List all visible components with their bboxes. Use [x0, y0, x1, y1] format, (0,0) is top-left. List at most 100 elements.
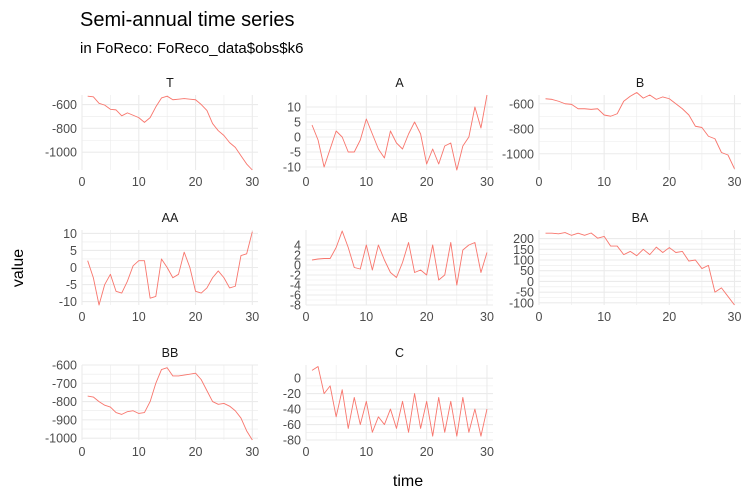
y-tick-label: 10 — [63, 227, 77, 241]
y-axis-title: value — [10, 249, 27, 287]
x-tick-label: 20 — [189, 445, 203, 459]
y-tick-label: 0 — [294, 259, 301, 273]
x-tick-label: 20 — [420, 445, 434, 459]
y-tick-label: 50 — [520, 264, 534, 278]
series-line-ab — [311, 230, 488, 286]
y-tick-label: -700 — [52, 377, 77, 391]
x-tick-label: 30 — [480, 175, 494, 189]
y-tick-label: -600 — [52, 98, 77, 112]
series-line-ba — [545, 232, 735, 306]
x-tick-label: 0 — [303, 310, 310, 324]
chart-subtitle: in FoReco: FoReco_data$obs$k6 — [80, 40, 303, 57]
x-tick-label: 0 — [536, 175, 543, 189]
chart-title: Semi-annual time series — [80, 9, 295, 31]
x-tick-label: 10 — [597, 310, 611, 324]
y-tick-label: -10 — [59, 295, 77, 309]
x-tick-label: 20 — [189, 175, 203, 189]
x-tick-label: 0 — [79, 310, 86, 324]
y-tick-label: -8 — [290, 299, 301, 313]
x-tick-label: 10 — [132, 445, 146, 459]
y-tick-label: -60 — [283, 418, 301, 432]
x-tick-label: 20 — [662, 310, 676, 324]
y-tick-label: -20 — [283, 387, 301, 401]
panel-title-b: B — [636, 76, 644, 90]
y-tick-label: -5 — [66, 278, 77, 292]
y-tick-label: -900 — [52, 413, 77, 427]
x-tick-label: 20 — [189, 310, 203, 324]
y-tick-label: -4 — [290, 279, 301, 293]
x-tick-label: 30 — [480, 445, 494, 459]
y-tick-label: -800 — [509, 122, 534, 136]
y-tick-label: -10 — [283, 161, 301, 175]
x-tick-label: 0 — [79, 445, 86, 459]
series-line-c — [311, 366, 488, 437]
y-tick-label: -2 — [290, 269, 301, 283]
x-tick-label: 30 — [480, 310, 494, 324]
series-line-bb — [87, 367, 253, 441]
x-tick-label: 10 — [359, 175, 373, 189]
y-tick-label: -80 — [283, 434, 301, 448]
y-tick-label: 0 — [70, 261, 77, 275]
panel-b: B 0 10 20 30 -600 -800 -1000 — [502, 76, 741, 189]
x-tick-label: 10 — [132, 310, 146, 324]
x-tick-label: 30 — [728, 310, 742, 324]
y-tick-label: 0 — [294, 131, 301, 145]
x-tick-label: 20 — [662, 175, 676, 189]
x-tick-label: 0 — [536, 310, 543, 324]
panel-title-c: C — [395, 346, 404, 360]
series-line-b — [545, 92, 735, 169]
y-tick-label: -100 — [509, 296, 534, 310]
panel-title-a: A — [395, 76, 404, 90]
x-tick-label: 0 — [79, 175, 86, 189]
x-tick-label: 10 — [597, 175, 611, 189]
y-tick-label: -600 — [52, 359, 77, 373]
y-tick-label: -40 — [283, 403, 301, 417]
y-tick-label: -1000 — [45, 146, 77, 160]
y-tick-label: 5 — [70, 244, 77, 258]
series-line-aa — [87, 231, 253, 306]
x-tick-label: 30 — [245, 445, 259, 459]
panel-aa: AA 0 10 20 30 10 5 0 -5 -10 — [59, 211, 259, 324]
y-tick-label: 10 — [287, 101, 301, 115]
y-tick-label: 4 — [294, 239, 301, 253]
y-tick-label: 0 — [527, 275, 534, 289]
y-tick-label: 2 — [294, 249, 301, 263]
x-tick-label: 0 — [303, 175, 310, 189]
y-tick-label: -800 — [52, 122, 77, 136]
y-tick-label: -50 — [516, 286, 534, 300]
panel-title-ba: BA — [632, 211, 649, 225]
series-line-t — [87, 95, 253, 171]
y-tick-label: 0 — [294, 372, 301, 386]
panel-title-aa: AA — [162, 211, 179, 225]
panel-bb: BB 0 10 20 30 -600 -700 -800 -900 -1000 — [45, 346, 259, 459]
panel-t: T 0 10 20 30 -600 -800 -1000 — [45, 76, 259, 189]
x-tick-label: 10 — [359, 445, 373, 459]
x-tick-label: 10 — [359, 310, 373, 324]
series-line-a — [311, 94, 488, 171]
x-tick-label: 20 — [420, 175, 434, 189]
panel-c: C0 10 20 300-20-40-60-80 — [283, 346, 494, 459]
panel-title-t: T — [166, 76, 174, 90]
y-tick-label: 100 — [513, 254, 534, 268]
x-tick-label: 20 — [420, 310, 434, 324]
x-tick-label: 10 — [132, 175, 146, 189]
x-axis-title: time — [393, 473, 423, 490]
x-tick-label: 30 — [728, 175, 742, 189]
y-tick-label: -1000 — [45, 432, 77, 446]
y-tick-label: 200 — [513, 232, 534, 246]
panel-title-bb: BB — [162, 346, 179, 360]
y-tick-label: -1000 — [502, 147, 534, 161]
y-tick-label: -6 — [290, 289, 301, 303]
x-tick-label: 30 — [245, 175, 259, 189]
panel-title-ab: AB — [391, 211, 408, 225]
y-tick-label: 150 — [513, 243, 534, 257]
y-tick-label: -600 — [509, 97, 534, 111]
y-tick-label: 5 — [294, 116, 301, 130]
x-tick-label: 30 — [245, 310, 259, 324]
y-tick-label: -800 — [52, 395, 77, 409]
